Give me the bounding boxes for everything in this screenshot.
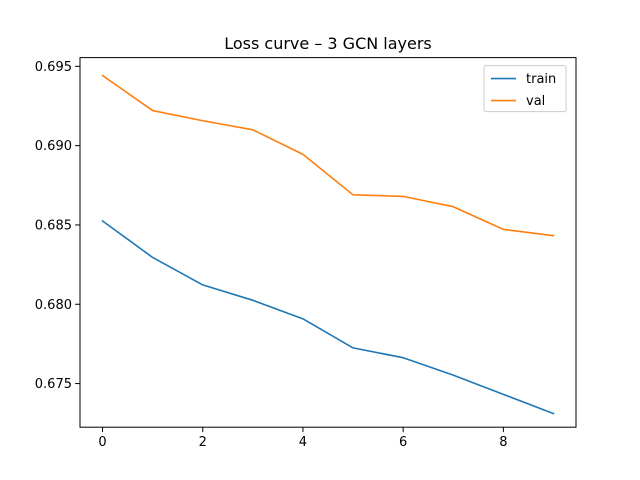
y-tick-label: 0.690 [35, 139, 72, 154]
x-tick-label: 4 [299, 435, 307, 450]
x-tick-label: 6 [399, 435, 407, 450]
legend: train val [483, 65, 567, 113]
plot-area [101, 74, 555, 415]
x-tick-label: 2 [199, 435, 207, 450]
x-tick-label: 0 [98, 435, 106, 450]
chart-title: Loss curve – 3 GCN layers [224, 34, 432, 53]
legend-label-train: train [526, 72, 556, 87]
y-axis: 0.675 0.680 0.685 0.690 0.695 [35, 60, 80, 392]
series-line-train [101, 219, 555, 415]
x-tick-label: 8 [499, 435, 507, 450]
legend-label-val: val [526, 94, 545, 109]
y-tick-label: 0.680 [35, 298, 72, 313]
series-line-val [101, 74, 555, 237]
y-tick-label: 0.685 [35, 219, 72, 234]
x-axis: 0 2 4 6 8 [98, 427, 507, 450]
y-tick-label: 0.675 [35, 377, 72, 392]
y-tick-label: 0.695 [35, 60, 72, 75]
axes-frame [79, 57, 577, 428]
